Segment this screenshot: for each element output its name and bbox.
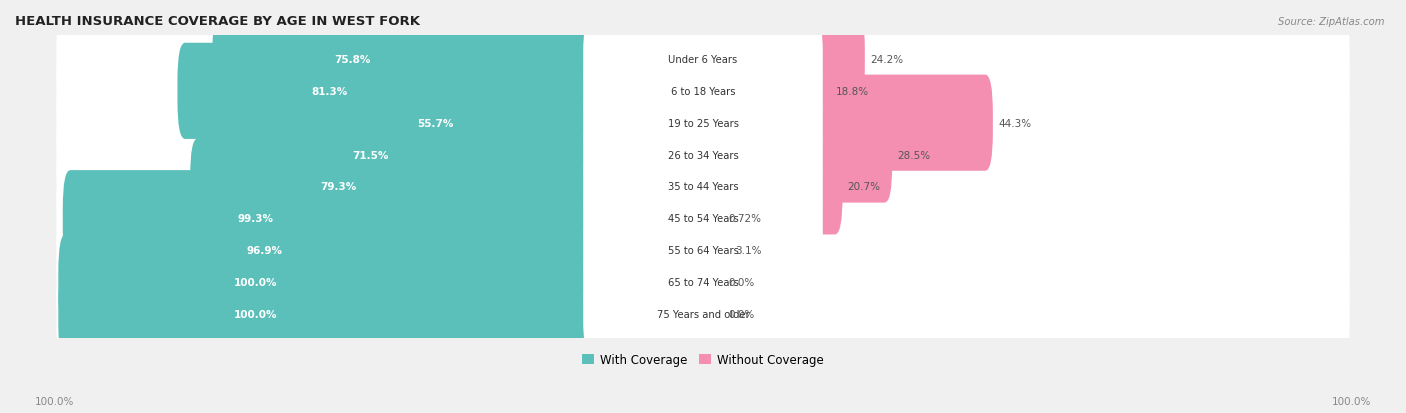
FancyBboxPatch shape — [212, 12, 710, 108]
FancyBboxPatch shape — [696, 44, 831, 140]
FancyBboxPatch shape — [583, 217, 823, 284]
FancyBboxPatch shape — [583, 280, 823, 348]
FancyBboxPatch shape — [583, 58, 823, 126]
FancyBboxPatch shape — [696, 171, 716, 267]
FancyBboxPatch shape — [56, 64, 1350, 182]
FancyBboxPatch shape — [56, 255, 1350, 373]
FancyBboxPatch shape — [696, 202, 730, 299]
Text: 100.0%: 100.0% — [1331, 396, 1371, 406]
Text: 55.7%: 55.7% — [418, 119, 454, 128]
FancyBboxPatch shape — [190, 139, 710, 235]
FancyBboxPatch shape — [696, 76, 993, 171]
Text: 100.0%: 100.0% — [235, 309, 277, 319]
FancyBboxPatch shape — [56, 33, 1350, 150]
FancyBboxPatch shape — [240, 107, 710, 203]
Text: 3.1%: 3.1% — [735, 245, 762, 255]
FancyBboxPatch shape — [58, 266, 710, 362]
Text: 44.3%: 44.3% — [998, 119, 1031, 128]
Legend: With Coverage, Without Coverage: With Coverage, Without Coverage — [578, 349, 828, 371]
Text: 20.7%: 20.7% — [848, 182, 880, 192]
Text: 0.72%: 0.72% — [728, 214, 762, 224]
FancyBboxPatch shape — [56, 192, 1350, 309]
Text: Source: ZipAtlas.com: Source: ZipAtlas.com — [1278, 17, 1385, 26]
FancyBboxPatch shape — [340, 76, 710, 171]
Text: 18.8%: 18.8% — [835, 87, 869, 97]
FancyBboxPatch shape — [79, 202, 710, 299]
Text: 0.0%: 0.0% — [728, 277, 755, 287]
Text: 100.0%: 100.0% — [35, 396, 75, 406]
FancyBboxPatch shape — [583, 153, 823, 221]
FancyBboxPatch shape — [56, 1, 1350, 119]
Text: 35 to 44 Years: 35 to 44 Years — [668, 182, 738, 192]
Text: 55 to 64 Years: 55 to 64 Years — [668, 245, 738, 255]
FancyBboxPatch shape — [63, 171, 710, 267]
FancyBboxPatch shape — [583, 90, 823, 157]
FancyBboxPatch shape — [56, 160, 1350, 278]
Text: 79.3%: 79.3% — [319, 182, 356, 192]
Text: 99.3%: 99.3% — [238, 214, 273, 224]
Text: 19 to 25 Years: 19 to 25 Years — [668, 119, 738, 128]
Text: 71.5%: 71.5% — [352, 150, 388, 160]
FancyBboxPatch shape — [696, 107, 893, 203]
Text: 6 to 18 Years: 6 to 18 Years — [671, 87, 735, 97]
Text: 24.2%: 24.2% — [870, 55, 903, 65]
FancyBboxPatch shape — [58, 234, 710, 330]
FancyBboxPatch shape — [583, 121, 823, 189]
Text: 28.5%: 28.5% — [897, 150, 931, 160]
Text: HEALTH INSURANCE COVERAGE BY AGE IN WEST FORK: HEALTH INSURANCE COVERAGE BY AGE IN WEST… — [15, 15, 420, 28]
Text: 75.8%: 75.8% — [335, 55, 371, 65]
Text: 81.3%: 81.3% — [312, 87, 347, 97]
FancyBboxPatch shape — [583, 249, 823, 316]
FancyBboxPatch shape — [696, 139, 842, 235]
Text: 96.9%: 96.9% — [247, 245, 283, 255]
FancyBboxPatch shape — [56, 128, 1350, 246]
Text: 0.0%: 0.0% — [728, 309, 755, 319]
Text: Under 6 Years: Under 6 Years — [668, 55, 738, 65]
Text: 26 to 34 Years: 26 to 34 Years — [668, 150, 738, 160]
FancyBboxPatch shape — [177, 44, 710, 140]
FancyBboxPatch shape — [583, 185, 823, 252]
Text: 45 to 54 Years: 45 to 54 Years — [668, 214, 738, 224]
Text: 65 to 74 Years: 65 to 74 Years — [668, 277, 738, 287]
Text: 75 Years and older: 75 Years and older — [657, 309, 749, 319]
FancyBboxPatch shape — [56, 96, 1350, 214]
FancyBboxPatch shape — [696, 12, 865, 108]
Text: 100.0%: 100.0% — [235, 277, 277, 287]
FancyBboxPatch shape — [56, 223, 1350, 341]
FancyBboxPatch shape — [583, 26, 823, 94]
